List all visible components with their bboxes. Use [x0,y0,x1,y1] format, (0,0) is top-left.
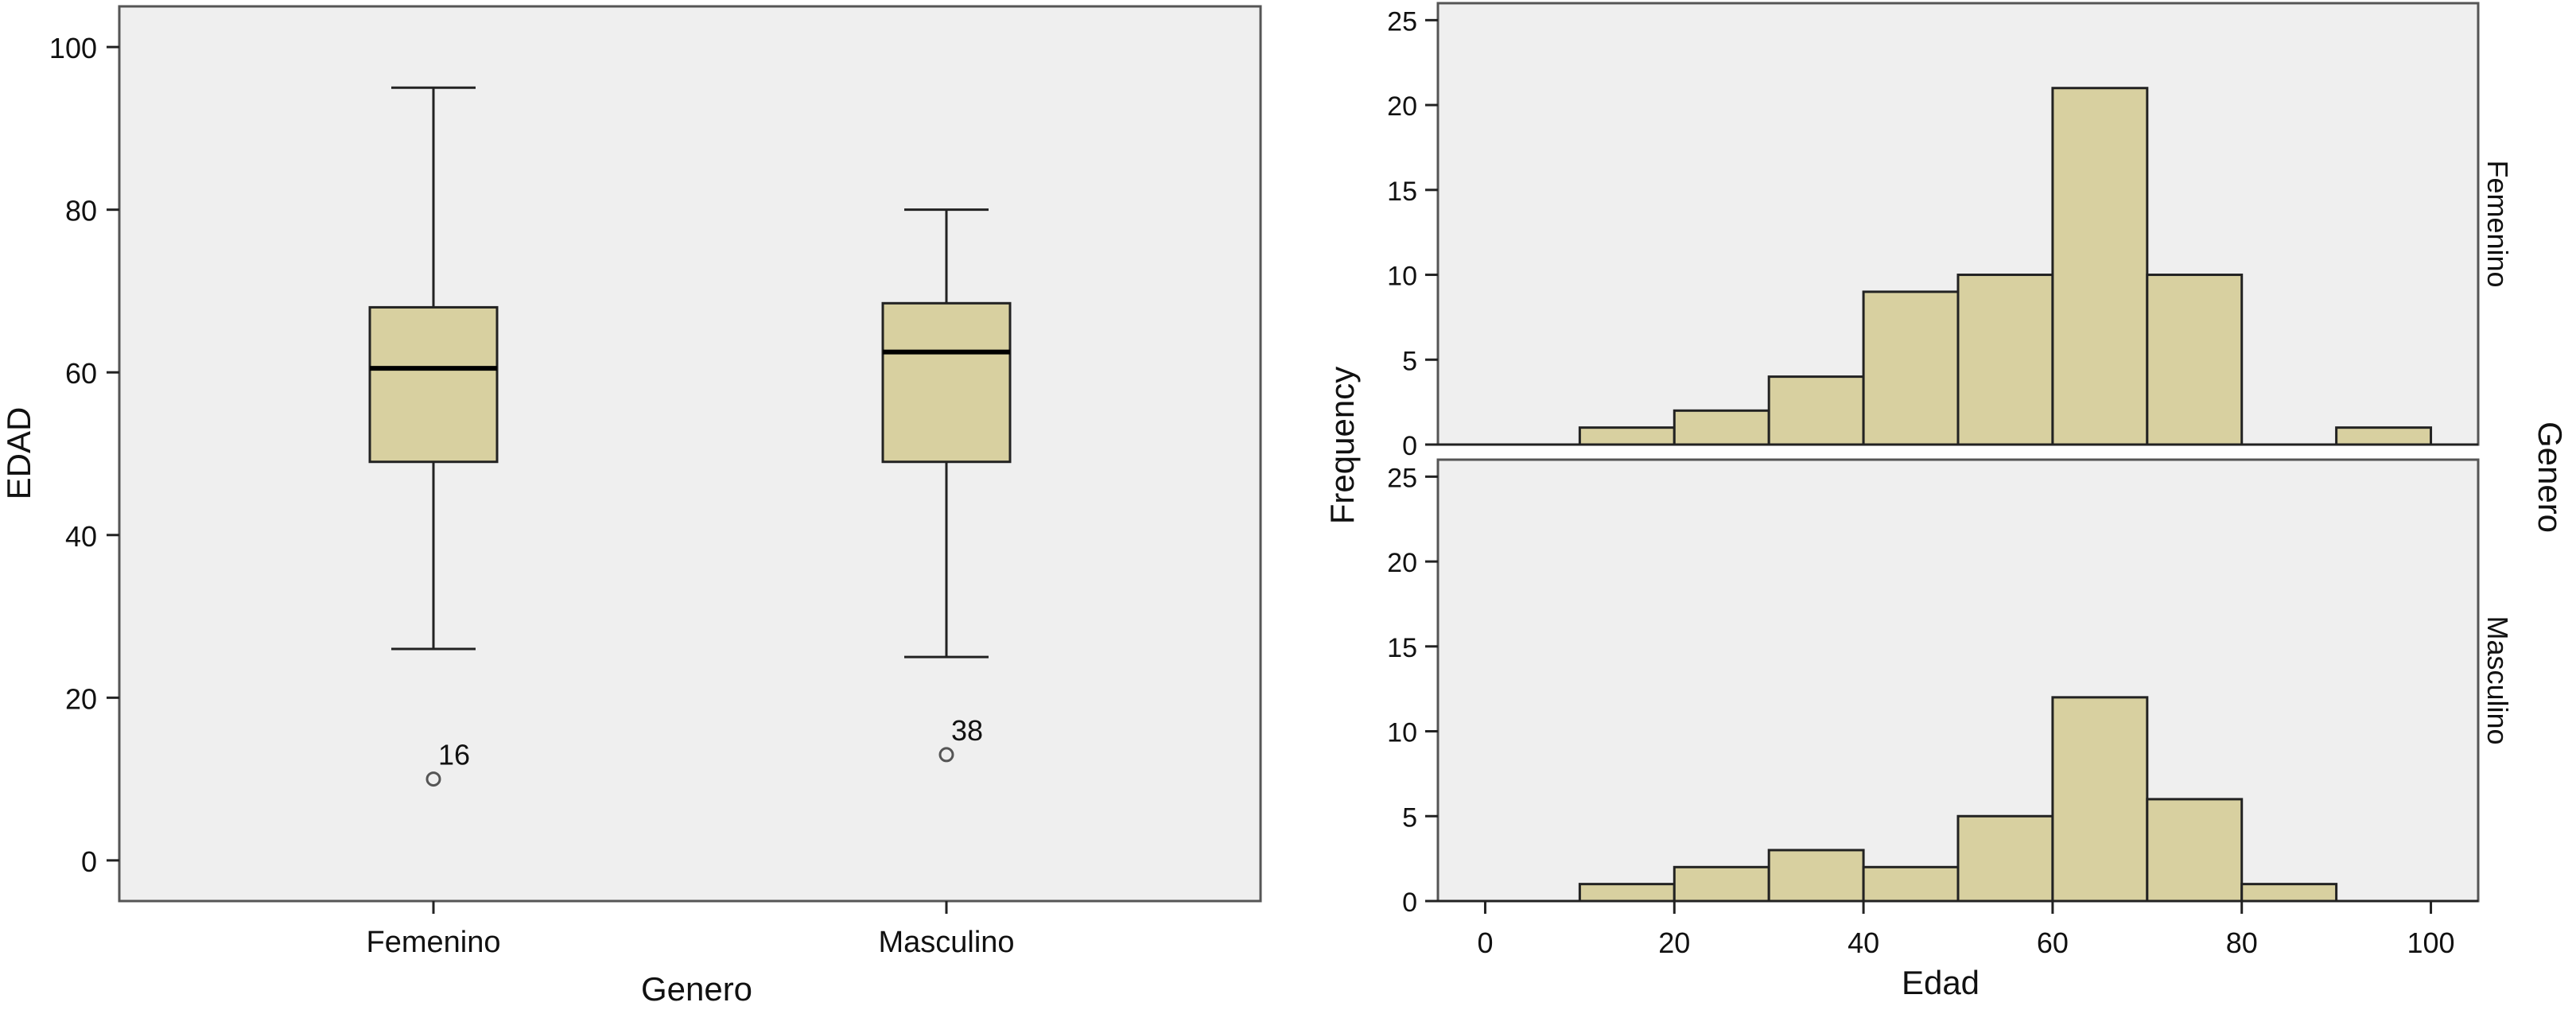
histogram-y-tick-label: 10 [1387,262,1417,292]
histogram-bars-masculino [1438,696,2478,903]
histogram-y-tick-label: 15 [1387,177,1417,207]
histogram-x-tick-label: 40 [1847,926,1879,959]
histogram-bar [1578,426,1676,446]
histogram-y-tick-label: 25 [1387,6,1417,37]
histogram-y-tick-label: 15 [1387,633,1417,663]
histogram-bar [2335,426,2433,446]
histogram-x-tick-label: 60 [2037,926,2069,959]
boxplot-y-axis: 0 20 40 60 80 100 [49,32,119,878]
boxplot-y-tick-label: 40 [65,520,97,553]
histogram-bar [1862,865,1960,903]
box-iqr [881,301,1012,464]
box-iqr [368,305,499,464]
histogram-bar [1862,290,1960,446]
boxplot-x-axis: Femenino Masculino [367,901,1015,959]
histogram-bar [1673,865,1770,903]
histogram-bars [1438,87,2478,903]
boxplot-x-axis-title: Genero [641,970,752,1008]
histogram-bar [2240,883,2338,903]
histogram-y-tick-label: 5 [1402,802,1417,833]
histogram-y-tick-label: 20 [1387,91,1417,122]
histogram-bar [1767,375,1865,446]
boxplot-y-tick-label: 20 [65,682,97,715]
boxplot-x-tick-label: Masculino [878,926,1014,959]
boxplot-x-tick-label: Femenino [367,926,501,959]
box-femenino: 16 [368,86,499,787]
histogram-bar [1956,814,2054,903]
histogram-bar [1956,274,2054,446]
histogram-bar [2051,696,2149,903]
histogram-facet-labels: Femenino Masculino [2481,160,2514,744]
histogram-x-axis-title: Edad [1902,964,1980,1001]
histogram-y-tick-label: 0 [1402,431,1417,461]
facet-label-femenino: Femenino [2481,160,2514,287]
histogram-y-tick-label: 25 [1387,463,1417,493]
histogram-bar [2146,798,2244,903]
histogram-facet-title: Genero [2531,421,2569,533]
outlier-label: 16 [438,739,470,771]
boxplot-y-tick-label: 60 [65,357,97,390]
outlier-point [425,771,441,787]
histogram-bar [2146,274,2244,446]
outlier-point [938,747,954,763]
histogram-y-tick-label: 5 [1402,346,1417,376]
histogram-x-tick-label: 0 [1477,926,1493,959]
boxplot-plot-area [118,5,1262,903]
histogram-y-tick-label: 10 [1387,718,1417,748]
histogram-x-axis: 0 20 40 60 80 100 [1477,901,2455,959]
histogram-bar [1673,409,1770,446]
boxplot-y-tick-label: 100 [49,32,97,64]
histogram-bar [1767,849,1865,903]
histogram-y-tick-label: 0 [1402,888,1417,918]
histogram-bar [2051,87,2149,446]
boxplot-y-axis-title: EDAD [0,407,37,500]
boxplot-y-tick-label: 0 [81,845,97,878]
histogram-y-axis-title: Frequency [1323,367,1361,524]
boxplot-y-tick-label: 80 [65,195,97,227]
histogram-x-tick-label: 80 [2226,926,2258,959]
box-masculino: 38 [881,208,1012,763]
histogram-x-tick-label: 20 [1658,926,1690,959]
histogram-y-tick-label: 20 [1387,548,1417,578]
histogram-bar [1578,883,1676,903]
facet-label-masculino: Masculino [2481,616,2514,744]
histogram-bars-femenino [1438,87,2478,446]
histogram-x-tick-label: 100 [2407,926,2455,959]
outlier-label: 38 [951,714,983,747]
